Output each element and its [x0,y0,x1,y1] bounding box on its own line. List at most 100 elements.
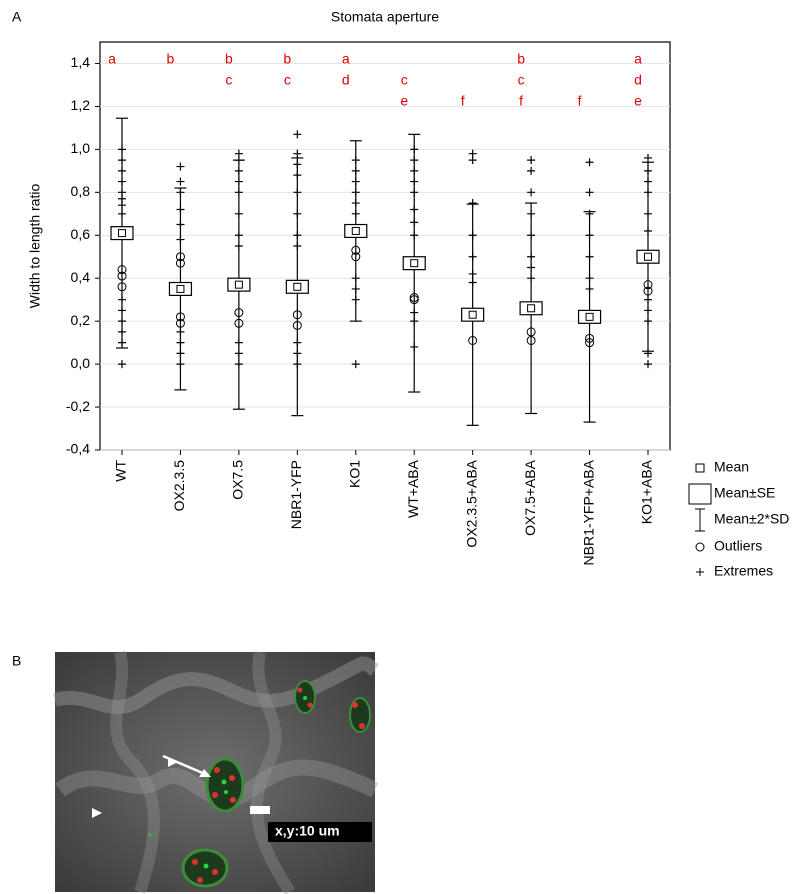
extreme [235,178,243,186]
mean-marker [352,227,359,234]
mean-marker [235,281,242,288]
extreme [644,296,652,304]
x-tick-label: KO1+ABA [639,459,655,524]
extreme [176,328,184,336]
y-tick-label: 0,4 [71,269,91,285]
extreme [118,167,126,175]
legend-sd [695,509,705,531]
extreme [235,242,243,250]
significance-letter: e [400,93,408,109]
extreme [644,210,652,218]
extreme [586,285,594,293]
significance-letter: a [342,51,350,67]
extreme [586,210,594,218]
extreme [118,306,126,314]
extreme [352,285,360,293]
y-tick-label: 1,4 [71,54,91,70]
extreme [410,309,418,317]
mean-marker [586,313,593,320]
extreme [527,167,535,175]
plot-frame [100,42,670,450]
extreme [527,231,535,239]
panel-label: A [12,9,22,25]
y-tick-label: 1,0 [71,140,91,156]
extreme [235,231,243,239]
extreme [176,236,184,244]
significance-letter: d [634,72,642,88]
legend-label: Mean±2*SD [714,511,789,527]
extreme [176,339,184,347]
extreme [293,171,301,179]
x-tick-label: OX7.5+ABA [522,459,538,536]
extreme [176,178,184,186]
extreme [644,188,652,196]
significance-letter: f [519,93,523,109]
extreme [118,296,126,304]
legend-label: Mean [714,459,749,475]
extreme [469,231,477,239]
extreme [293,130,301,138]
extreme [176,221,184,229]
extreme [352,167,360,175]
extreme [410,188,418,196]
legend-outlier [696,543,704,551]
significance-letter: b [517,51,525,67]
mean-marker [528,305,535,312]
extreme [527,263,535,271]
extreme [410,343,418,351]
significance-letter: c [225,72,232,88]
legend-label: Mean±SE [714,485,775,501]
extreme [469,279,477,287]
chart-title: Stomata aperture [331,9,439,25]
extreme [293,231,301,239]
micrograph: x,y:10 um [55,652,375,892]
x-tick-label: WT+ABA [405,459,421,518]
extreme [644,154,652,162]
significance-letter: f [461,93,465,109]
extreme [644,178,652,186]
extreme [527,253,535,261]
scale-label: x,y:10 um [275,823,340,839]
extreme [469,199,477,207]
mean-marker [119,230,126,237]
extreme [118,328,126,336]
extreme [586,231,594,239]
y-tick-label: 0,2 [71,312,91,328]
significance-letter: c [284,72,291,88]
y-tick-label: 0,0 [71,355,91,371]
extreme [410,145,418,153]
extreme [527,188,535,196]
extreme [410,231,418,239]
legend-extreme [696,568,704,576]
y-tick-label: -0,4 [66,441,90,457]
extreme [410,167,418,175]
extreme [118,360,126,368]
extreme [235,339,243,347]
significance-letter: a [634,51,642,67]
extreme [644,349,652,357]
x-tick-label: NBR1-YFP [288,460,304,529]
extreme [118,145,126,153]
extreme [176,360,184,368]
extreme [118,210,126,218]
extreme [352,178,360,186]
mean-marker [294,283,301,290]
extreme [235,360,243,368]
significance-letter: c [518,72,525,88]
significance-letter: a [108,51,116,67]
extreme [293,210,301,218]
extreme [352,360,360,368]
extreme [176,163,184,171]
significance-letter: e [634,93,642,109]
extreme [586,188,594,196]
extreme [235,349,243,357]
scale-bar [250,806,270,814]
x-tick-label: OX2.3.5 [171,460,187,512]
legend-label: Outliers [714,538,762,554]
extreme [293,339,301,347]
extreme [586,253,594,261]
extreme [644,360,652,368]
extreme [118,317,126,325]
extreme [118,339,126,347]
extreme [293,160,301,168]
